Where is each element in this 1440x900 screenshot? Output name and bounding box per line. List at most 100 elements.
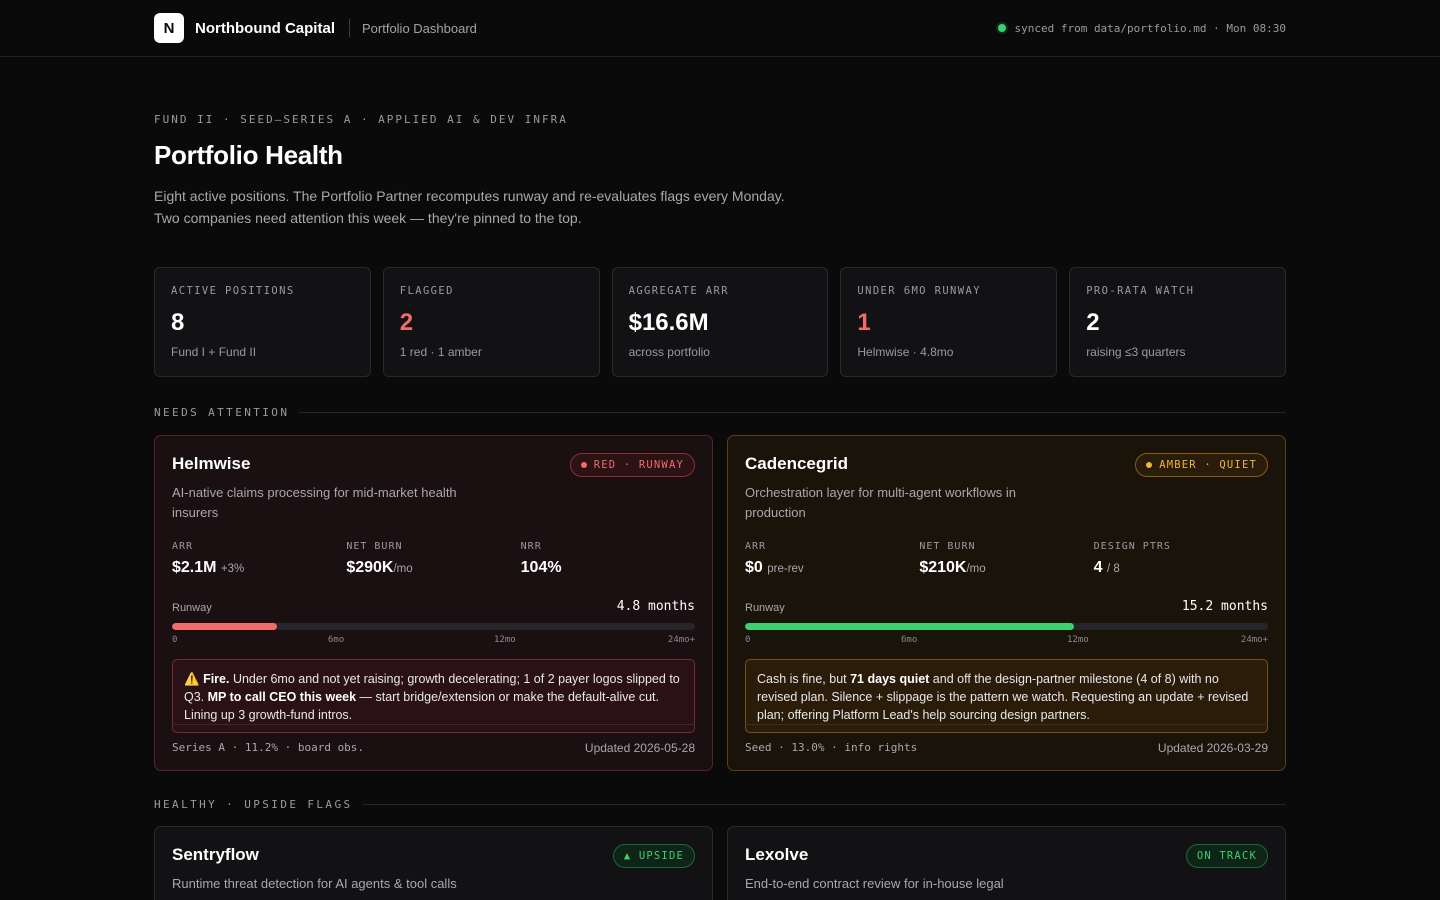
company-name[interactable]: Helmwise — [172, 454, 251, 473]
stat-label: AGGREGATE ARR — [628, 285, 729, 297]
metric-label: NET BURN — [919, 541, 976, 552]
company-description: AI-native claims processing for mid-mark… — [172, 485, 457, 520]
metric-design-partners: DESIGN PTRS 4 / 8 — [1094, 541, 1268, 577]
action-note: Cash is fine, but 71 days quiet and off … — [745, 659, 1268, 733]
tick-label: 0 — [172, 635, 178, 645]
company-name[interactable]: Sentryflow — [172, 845, 259, 864]
sync-status-dot-icon — [998, 24, 1007, 32]
stat-active-positions: ACTIVE POSITIONS 8 Fund I + Fund II — [154, 267, 371, 377]
metric-net-burn: NET BURN $210K/mo — [919, 541, 1093, 577]
metric-value: 104% — [521, 559, 695, 577]
stats-row: ACTIVE POSITIONS 8 Fund I + Fund II FLAG… — [154, 267, 1286, 377]
sync-status-text: synced from data/portfolio.md · Mon 08:3… — [1014, 21, 1286, 35]
metric-label: DESIGN PTRS — [1093, 541, 1171, 552]
metric-suffix: / 8 — [1107, 563, 1120, 575]
page-subtitle: Portfolio Dashboard — [361, 20, 477, 36]
metric-label: ARR — [745, 541, 767, 552]
metric-nrr: NRR 104% — [521, 541, 695, 577]
stat-under-6mo-runway: UNDER 6MO RUNWAY 1 Helmwise · 4.8mo — [840, 267, 1058, 377]
metric-number: 4 — [1093, 559, 1103, 576]
intro-text: Eight active positions. The Portfolio Pa… — [154, 185, 874, 229]
brand-logo[interactable]: N — [154, 13, 184, 43]
note-text: — start bridge/extension or make the def… — [184, 690, 659, 722]
section-divider — [299, 412, 1286, 413]
runway-row: Runway 4.8 months — [172, 599, 695, 614]
metric-suffix: /mo — [966, 563, 986, 575]
company-card-cadencegrid[interactable]: Cadencegrid AMBER · QUIET Orchestration … — [727, 435, 1286, 771]
intro-line-1: Eight active positions. The Portfolio Pa… — [154, 188, 785, 204]
fund-eyebrow: FUND II · SEED–SERIES A · APPLIED AI & D… — [154, 113, 568, 126]
tick-label: 12mo — [1067, 635, 1089, 645]
section-needs-attention: NEEDS ATTENTION — [154, 406, 1286, 419]
status-badge-label: AMBER · QUIET — [1159, 459, 1257, 471]
brand-name: Northbound Capital — [195, 19, 335, 37]
section-divider — [362, 804, 1286, 805]
metric-value: 4 / 8 — [1094, 559, 1268, 577]
runway-bar-fill — [745, 623, 1075, 630]
metric-value: $290K/mo — [346, 559, 520, 577]
stat-sub: 1 red · 1 amber — [399, 345, 482, 359]
intro-line-2: Two companies need attention this week —… — [154, 210, 582, 226]
stat-flagged: FLAGGED 2 1 red · 1 amber — [382, 267, 600, 377]
metric-label: NET BURN — [346, 541, 403, 552]
stat-label: UNDER 6MO RUNWAY — [857, 285, 981, 297]
runway-label: Runway — [745, 602, 785, 614]
updated-date: Updated 2026-05-28 — [584, 740, 695, 755]
metric-value: $2.1M +3% — [172, 559, 346, 577]
runway-bar — [745, 623, 1268, 630]
round-info: Series A · 11.2% · board obs. — [172, 741, 365, 754]
metric-arr: ARR $2.1M +3% — [172, 541, 346, 577]
metric-number: 104% — [520, 559, 562, 576]
company-card-helmwise[interactable]: Helmwise RED · RUNWAY AI-native claims p… — [154, 435, 713, 771]
runway-ticks: 0 6mo 12mo 24mo+ — [745, 635, 1268, 649]
metric-number: $210K — [919, 559, 967, 576]
company-card-lexolve[interactable]: Lexolve ON TRACK End-to-end contract rev… — [727, 826, 1286, 900]
status-dot-icon — [1146, 462, 1153, 468]
company-description: Orchestration layer for multi-agent work… — [745, 485, 1016, 520]
stat-label: FLAGGED — [399, 285, 454, 297]
metric-number: $0 — [745, 559, 763, 576]
runway-bar-fill — [172, 623, 277, 630]
top-bar: N Northbound Capital Portfolio Dashboard… — [0, 0, 1440, 57]
note-text: Under 6mo and not yet raising; growth de… — [184, 672, 680, 704]
stat-aggregate-arr: AGGREGATE ARR $16.6M across portfolio — [611, 267, 829, 377]
stat-sub: Helmwise · 4.8mo — [857, 345, 954, 359]
stat-label: ACTIVE POSITIONS — [171, 285, 295, 297]
card-footer: Series A · 11.2% · board obs. Updated 20… — [172, 724, 695, 770]
healthy-cards: Sentryflow ▲ UPSIDE Runtime threat detec… — [154, 826, 1286, 900]
note-emphasis: 71 days quiet — [850, 672, 930, 686]
tick-label: 24mo+ — [1240, 635, 1268, 645]
runway-value: 4.8 months — [616, 599, 695, 614]
metric-arr: ARR $0 pre-rev — [745, 541, 919, 577]
tick-label: 12mo — [494, 635, 516, 645]
tick-label: 6mo — [901, 635, 918, 645]
tick-label: 0 — [745, 635, 751, 645]
runway-ticks: 0 6mo 12mo 24mo+ — [172, 635, 695, 649]
stat-value: 1 — [857, 309, 871, 336]
warning-icon: ⚠️ — [184, 672, 200, 686]
status-badge: AMBER · QUIET — [1135, 453, 1268, 477]
metric-label: ARR — [172, 541, 194, 552]
page-title: Portfolio Health — [154, 140, 343, 170]
metric-label: NRR — [520, 541, 542, 552]
metric-value: $210K/mo — [919, 559, 1093, 577]
stat-value: 2 — [399, 309, 414, 336]
stat-label: PRO-RATA WATCH — [1086, 285, 1195, 297]
stat-sub: Fund I + Fund II — [171, 345, 257, 359]
tick-label: 6mo — [328, 635, 345, 645]
runway-bar — [172, 623, 695, 630]
status-badge: ON TRACK — [1185, 844, 1268, 868]
metric-suffix: pre-rev — [767, 563, 804, 575]
brand-divider — [348, 19, 350, 37]
stat-pro-rata-watch: PRO-RATA WATCH 2 raising ≤3 quarters — [1069, 267, 1286, 377]
attention-cards: Helmwise RED · RUNWAY AI-native claims p… — [154, 435, 1286, 771]
metric-suffix: +3% — [220, 563, 245, 575]
metrics-row: ARR $2.1M +3% NET BURN $290K/mo NRR 104% — [172, 541, 695, 577]
company-card-sentryflow[interactable]: Sentryflow ▲ UPSIDE Runtime threat detec… — [154, 826, 713, 900]
company-name[interactable]: Cadencegrid — [745, 454, 848, 473]
metric-value: $0 pre-rev — [745, 559, 919, 577]
brand[interactable]: N Northbound Capital Portfolio Dashboard — [154, 13, 477, 43]
runway-row: Runway 15.2 months — [745, 599, 1268, 614]
tick-label: 24mo+ — [667, 635, 695, 645]
company-name[interactable]: Lexolve — [745, 845, 809, 864]
